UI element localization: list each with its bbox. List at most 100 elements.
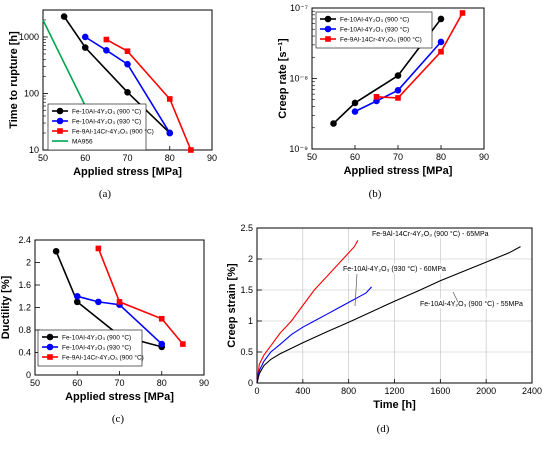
series-line-2 bbox=[106, 38, 192, 151]
panel-label: (a) bbox=[99, 188, 112, 200]
legend-box bbox=[37, 329, 143, 367]
x-tick-label: 50 bbox=[38, 153, 48, 163]
y-tick-label: 10 bbox=[29, 145, 39, 155]
panel-b: 50 60 70 80 90 10⁻⁹ 10⁻⁸ 10⁻⁷ Applied stress [MP… bbox=[277, 3, 489, 200]
x-tick-label: 90 bbox=[479, 152, 489, 162]
annotation-arrow bbox=[354, 273, 358, 307]
y-tick-label: 10⁻⁷ bbox=[290, 3, 308, 13]
x-tick-label: 1200 bbox=[384, 386, 404, 396]
data-point-1 bbox=[103, 47, 110, 54]
data-point-2 bbox=[395, 95, 401, 101]
y-tick-label: 2.4 bbox=[18, 235, 31, 245]
data-point-0 bbox=[81, 44, 89, 51]
panel-label: (b) bbox=[369, 188, 382, 200]
panel-d: 0 400 800 1200 1600 2000 2400 0 0.5 1 1.5 2 2.5 Time … bbox=[226, 223, 542, 435]
x-tick-label: 80 bbox=[157, 378, 167, 388]
legend-marker-1 bbox=[324, 25, 332, 33]
data-point-2 bbox=[166, 96, 173, 102]
data-point-1 bbox=[95, 298, 102, 306]
series-line-1 bbox=[256, 286, 373, 384]
x-tick-label: 70 bbox=[114, 378, 124, 388]
data-point-0 bbox=[394, 72, 402, 79]
legend-entry-1: Fe-10Al-4Y₂O₃ (930 °C) bbox=[340, 25, 409, 33]
legend-entry-1: Fe-10Al-4Y₂O₃ (930 °C) bbox=[62, 343, 131, 351]
data-point-1 bbox=[394, 87, 402, 94]
series-line-2 bbox=[376, 12, 464, 99]
y-tick-label: 2.5 bbox=[240, 223, 253, 233]
legend-box bbox=[315, 11, 433, 49]
data-point-2 bbox=[103, 36, 110, 43]
annotation-arrow bbox=[452, 291, 459, 303]
legend-marker-1 bbox=[46, 343, 54, 351]
legend-entry-2: Fe-9Al-14Cr-4Y₂O₃ (900 °C) bbox=[62, 353, 144, 361]
panel-label: (c) bbox=[112, 413, 125, 425]
data-point-0 bbox=[437, 15, 445, 23]
series-line-1 bbox=[354, 41, 442, 113]
data-point-2 bbox=[180, 341, 186, 347]
y-tick-label: 2 bbox=[248, 254, 253, 264]
legend-marker-0 bbox=[46, 333, 54, 341]
legend-entry-2: Fe-9Al-14Cr-4Y₂O₃ (900 °C) bbox=[72, 127, 154, 135]
data-point-0 bbox=[52, 247, 60, 255]
data-point-0 bbox=[124, 88, 131, 96]
legend: Fe-10Al-4Y₂O₃ (900 °C) Fe-10Al-4Y₂O₃ (930… bbox=[37, 329, 144, 367]
x-tick-label: 2000 bbox=[476, 386, 496, 396]
legend-entry-0: Fe-10Al-4Y₂O₃ (900 °C) bbox=[62, 333, 131, 341]
x-tick-label: 800 bbox=[341, 386, 356, 396]
x-tick-label: 400 bbox=[295, 386, 310, 396]
panel-a: 50 60 70 80 90 10 100 1000 Applied stress [MPa] T… bbox=[8, 9, 217, 200]
y-axis-title: Creep strain [%] bbox=[226, 263, 238, 348]
data-point-0 bbox=[330, 120, 337, 127]
data-point-2 bbox=[116, 299, 123, 305]
annotation-bg-0 bbox=[370, 228, 493, 239]
legend-marker-0 bbox=[56, 107, 64, 115]
x-axis-title: Applied stress [MPa] bbox=[73, 166, 182, 178]
x-tick-label: 1600 bbox=[430, 386, 450, 396]
data-point-2 bbox=[158, 315, 165, 322]
y-tick-label: 1.6 bbox=[18, 280, 31, 290]
legend-marker-2 bbox=[57, 128, 63, 134]
x-tick-label: 70 bbox=[122, 153, 132, 163]
x-axis-title: Applied stress [MPa] bbox=[65, 391, 174, 403]
x-tick-label: 60 bbox=[350, 152, 360, 162]
data-point-1 bbox=[158, 340, 166, 348]
legend: Fe-10Al-4Y₂O₃ (900 °C) Fe-10Al-4Y₂O₃ (930… bbox=[315, 11, 433, 49]
annotation-bg-2 bbox=[418, 298, 527, 309]
data-point-0 bbox=[60, 13, 68, 20]
legend-marker-0 bbox=[324, 15, 332, 23]
annotation-0: Fe-9Al-14Cr-4Y₂O₃ (900 °C) - 65MPa bbox=[372, 230, 489, 238]
data-point-1 bbox=[73, 292, 81, 300]
y-tick-label: 2 bbox=[26, 258, 31, 268]
x-tick-label: 80 bbox=[436, 152, 446, 162]
series-line-2 bbox=[97, 248, 184, 345]
legend-marker-2 bbox=[325, 36, 331, 42]
data-point-1 bbox=[437, 38, 445, 46]
series-line-0 bbox=[63, 16, 171, 134]
legend-entry-3: MA956 bbox=[72, 138, 93, 145]
y-tick-label: 0 bbox=[26, 370, 31, 380]
x-tick-label: 90 bbox=[199, 378, 209, 388]
data-point-0 bbox=[73, 298, 81, 306]
x-tick-label: 0 bbox=[254, 386, 259, 396]
y-axis-title: Creep rate [s⁻¹] bbox=[277, 38, 289, 119]
legend-entry-0: Fe-10Al-4Y₂O₃ (900 °C) bbox=[340, 15, 409, 23]
series-line-2 bbox=[256, 246, 521, 384]
y-tick-label: 1000 bbox=[19, 32, 39, 42]
x-axis-title: Applied stress [MPa] bbox=[344, 165, 453, 177]
legend-marker-1 bbox=[56, 117, 64, 125]
data-point-0 bbox=[351, 99, 359, 107]
data-point-2 bbox=[95, 245, 102, 252]
data-point-2 bbox=[188, 147, 194, 153]
y-tick-label: 1.2 bbox=[18, 303, 31, 313]
series-line-1 bbox=[84, 36, 171, 134]
data-point-2 bbox=[459, 10, 466, 16]
data-point-2 bbox=[373, 94, 380, 100]
x-tick-label: 2400 bbox=[522, 386, 542, 396]
x-tick-label: 60 bbox=[80, 153, 90, 163]
x-tick-label: 50 bbox=[307, 152, 317, 162]
x-axis-title: Time [h] bbox=[373, 399, 416, 411]
panel-c: 50 60 70 80 90 0 0.4 0.8 1.2 1.6 2 2.4 Applied stres… bbox=[0, 235, 209, 425]
series-line-1 bbox=[77, 295, 163, 345]
series-line-0 bbox=[256, 240, 359, 384]
